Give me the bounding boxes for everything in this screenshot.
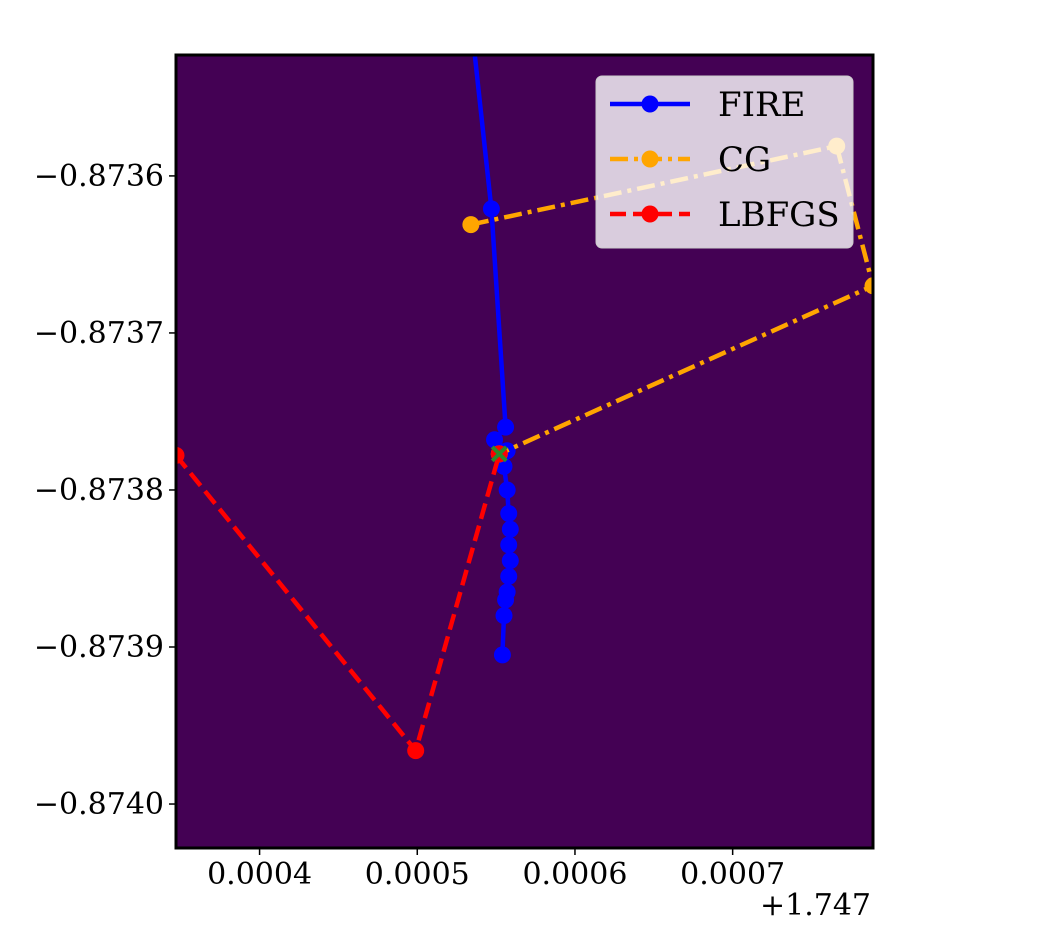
x-tick-label: 0.0004 <box>207 857 312 892</box>
data-point-fire <box>498 481 516 499</box>
legend-item-fire: FIRE <box>610 85 805 125</box>
plot-frame <box>174 53 875 850</box>
legend-marker <box>641 95 659 113</box>
data-point-fire <box>501 520 519 538</box>
data-point-fire <box>500 536 518 554</box>
legend-label: FIRE <box>718 85 805 125</box>
data-point-fire <box>482 200 500 218</box>
legend-item-cg: CG <box>610 140 771 180</box>
data-point-fire <box>495 607 513 625</box>
data-point-fire <box>500 505 518 523</box>
data-point-fire <box>500 567 518 585</box>
data-point-fire <box>497 591 515 609</box>
data-point-fire <box>493 646 511 664</box>
data-point-fire <box>497 418 515 436</box>
legend-marker <box>641 205 659 223</box>
x-tick-label: 0.0005 <box>365 857 470 892</box>
y-tick-label: −0.8738 <box>34 473 164 508</box>
target-x-marker <box>490 445 508 463</box>
x-tick-label: 0.0006 <box>522 857 627 892</box>
data-point-fire <box>501 552 519 570</box>
data-point-cg <box>864 277 873 295</box>
legend-label: LBFGS <box>718 195 840 235</box>
data-point-lbfgs <box>407 742 425 760</box>
data-point-fire <box>486 431 504 449</box>
data-point-lbfgs <box>176 446 185 464</box>
y-tick-label: −0.8737 <box>34 316 164 351</box>
legend-item-lbfgs: LBFGS <box>610 195 840 235</box>
y-tick-label: −0.8739 <box>34 630 164 665</box>
x-tick-label: 0.0007 <box>680 857 785 892</box>
y-tick-label: −0.8740 <box>34 787 164 822</box>
data-point-fire <box>462 10 479 27</box>
legend-label: CG <box>718 140 771 180</box>
legend: FIRE CG LBFGS <box>595 75 854 249</box>
y-tick-label: −0.8736 <box>34 159 164 194</box>
data-point-cg <box>462 216 480 234</box>
legend-marker <box>641 150 659 168</box>
x-offset-label: +1.747 <box>760 888 871 923</box>
legend-box <box>595 75 854 249</box>
